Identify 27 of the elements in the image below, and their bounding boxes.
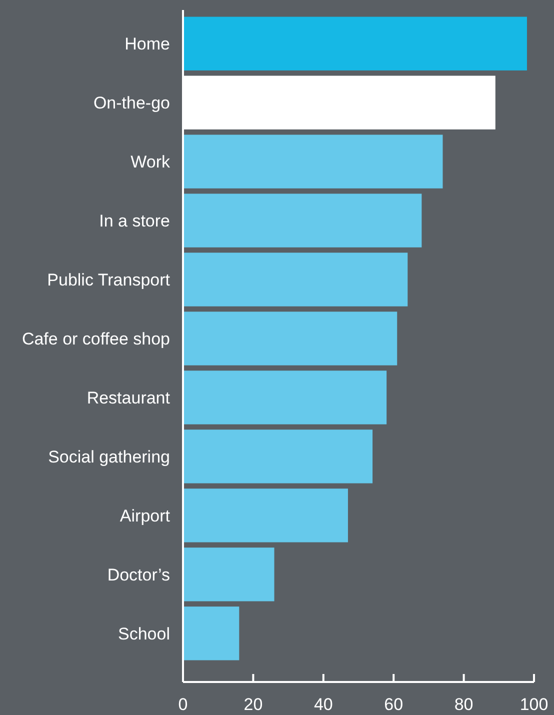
y-tick-label: Airport — [120, 506, 170, 526]
y-tick-label: On-the-go — [93, 94, 170, 113]
y-tick-label: Work — [130, 152, 170, 172]
bar — [183, 430, 373, 484]
bar — [183, 312, 398, 366]
bar — [183, 134, 443, 188]
y-tick-label: Restaurant — [86, 388, 170, 408]
y-tick-label: School — [118, 624, 170, 644]
x-tick-label: 40 — [314, 695, 333, 714]
y-tick-label: Public Transport — [47, 270, 170, 290]
bar — [183, 370, 387, 424]
x-tick-label: 20 — [244, 695, 263, 714]
y-tick-label: In a store — [99, 211, 170, 230]
x-tick-label: 0 — [178, 695, 188, 714]
bar — [183, 16, 527, 70]
bar — [183, 548, 274, 602]
x-tick-label: 80 — [454, 695, 474, 714]
x-tick-label: 60 — [384, 695, 404, 714]
bar — [183, 606, 240, 660]
y-tick-label: Home — [124, 34, 170, 54]
bar — [183, 252, 408, 306]
y-tick-label: Cafe or coffee shop — [22, 329, 170, 348]
bar — [183, 194, 422, 248]
y-tick-label: Doctor’s — [107, 565, 170, 584]
bar — [183, 488, 348, 542]
y-tick-label: Social gathering — [48, 447, 170, 466]
x-tick-label: 100 — [520, 695, 548, 714]
